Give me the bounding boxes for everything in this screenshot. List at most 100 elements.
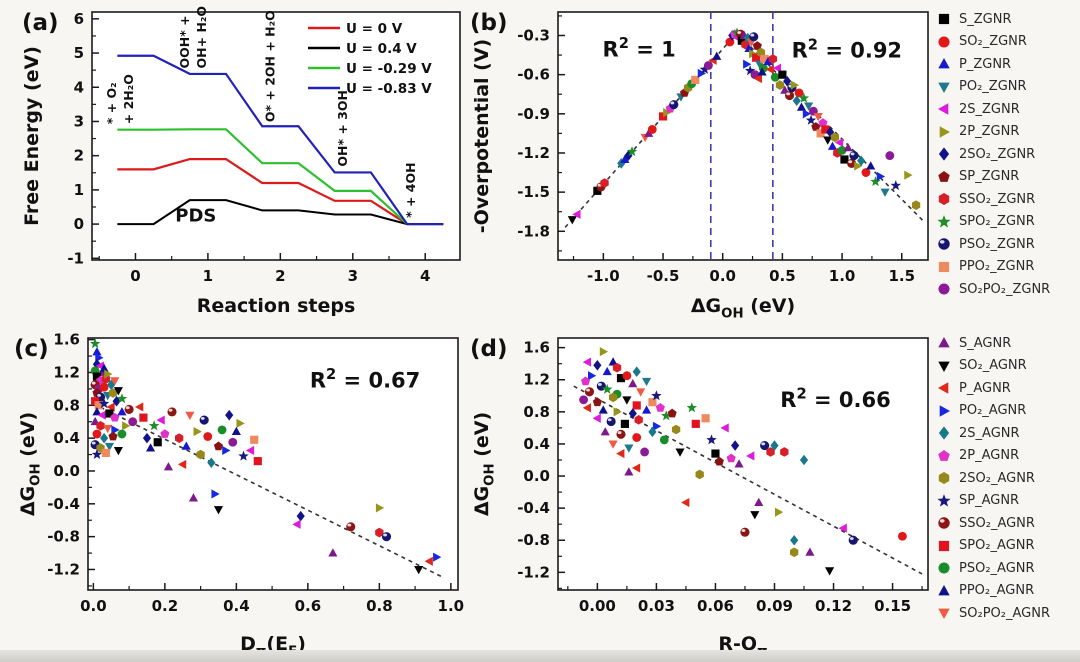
svg-text:ΔGOH (eV): ΔGOH (eV) (471, 412, 498, 516)
legend-item-po-zgnr: PO₂_ZGNR (936, 76, 1080, 99)
legend-item-label: SO₂_ZGNR (959, 34, 1027, 50)
svg-text:0.03: 0.03 (638, 597, 675, 615)
diamond-marker-icon (938, 426, 950, 440)
tri-right-marker-icon (939, 405, 950, 417)
legend-item-label: S_AGNR (959, 335, 1012, 351)
svg-text:1: 1 (74, 181, 84, 199)
svg-text:0.06: 0.06 (697, 597, 734, 615)
tri-down-marker-icon (938, 608, 950, 620)
legend-item-pso-agnr: PSO₂_AGNR (936, 557, 1080, 580)
svg-text:-1.8: -1.8 (517, 222, 550, 240)
svg-text:0.4: 0.4 (523, 435, 550, 453)
legend-item-label: PO₂_ZGNR (959, 79, 1027, 95)
bottom-edge-strip (0, 650, 1080, 662)
legend-group-zgnr: S_ZGNR SO₂_ZGNR P_ZGNR PO₂_ZGNR 2S_ZGNR 2P_ZG… (936, 8, 1080, 301)
legend-item-label: SSO₂_AGNR (959, 515, 1035, 531)
square-marker-icon (938, 261, 950, 272)
svg-text:(c): (c) (14, 336, 49, 362)
svg-text:1: 1 (203, 267, 213, 285)
star-marker-icon (937, 214, 951, 228)
hexagon-marker-icon (938, 472, 950, 485)
svg-text:0.8: 0.8 (53, 396, 80, 414)
circle-marker-icon (938, 562, 950, 574)
svg-text:2: 2 (275, 267, 285, 285)
svg-text:R2 = 0.92: R2 = 0.92 (792, 36, 902, 62)
svg-text:5: 5 (74, 44, 84, 62)
svg-text:0.5: 0.5 (769, 267, 796, 285)
svg-text:0: 0 (74, 215, 84, 233)
legend-item-ppo-zgnr: PPO₂_ZGNR (936, 256, 1080, 279)
circle-marker-icon (938, 283, 950, 295)
pentagon-marker-icon (938, 449, 950, 461)
svg-text:+ 2H₂O: + 2H₂O (121, 74, 136, 124)
panel-d-correlation-scatter: 0.00 0.03 0.06 0.09 0.12 0.15 1.6 1.2 0.8 0.4 0.0 -… (470, 336, 929, 660)
legend-item-sso-agnr: SSO₂_AGNR (936, 512, 1080, 535)
svg-text:0.0: 0.0 (53, 462, 80, 480)
svg-text:ΔGOH (eV): ΔGOH (eV) (691, 295, 795, 322)
legend-item-2p-zgnr: 2P_ZGNR (936, 121, 1080, 144)
svg-text:-1.2: -1.2 (517, 563, 550, 581)
tri-down-marker-icon (938, 361, 950, 372)
legend-item-label: P_AGNR (959, 380, 1011, 396)
series-legend-column: S_ZGNR SO₂_ZGNR P_ZGNR PO₂_ZGNR 2S_ZGNR 2P_ZG… (936, 0, 1080, 662)
panel-c-correlation-scatter: 0.0 0.2 0.4 0.6 0.8 1.0 1.6 1.2 0.8 0.4 0.0 -0.4 -0.… (14, 331, 464, 660)
svg-text:-0.9: -0.9 (517, 105, 550, 123)
svg-text:PDS: PDS (175, 205, 216, 226)
diamond-marker-icon (938, 147, 950, 161)
legend-item-label: PSO₂_ZGNR (959, 236, 1035, 252)
svg-text:-0.6: -0.6 (517, 66, 550, 84)
tri-left-marker-icon (938, 103, 949, 115)
svg-text:0.15: 0.15 (874, 597, 911, 615)
panel-b-volcano-plot: -1.0 -0.5 0.0 0.5 1.0 1.5 -0.3 -0.6 -0.9 -1.2 -1.5… (470, 10, 929, 322)
svg-text:-1.5: -1.5 (517, 183, 550, 201)
legend-item-label: 2P_AGNR (959, 448, 1020, 464)
svg-text:R2 = 0.67: R2 = 0.67 (310, 366, 420, 392)
legend-item-spo-agnr: SPO₂_AGNR (936, 535, 1080, 558)
svg-text:(b): (b) (470, 10, 508, 36)
svg-text:-1: -1 (67, 249, 84, 267)
legend-item-label: P_ZGNR (959, 56, 1012, 72)
svg-text:U = -0.29 V: U = -0.29 V (346, 61, 432, 77)
legend-item-label: SPO₂_AGNR (959, 538, 1035, 554)
legend-item-label: 2SO₂_AGNR (959, 470, 1035, 486)
legend-item-2s-agnr: 2S_AGNR (936, 422, 1080, 445)
legend-item-2p-agnr: 2P_AGNR (936, 445, 1080, 468)
legend-item-label: 2S_AGNR (959, 425, 1020, 441)
svg-text:1.5: 1.5 (888, 267, 915, 285)
legend-item-so-agnr: SO₂_AGNR (936, 355, 1080, 378)
tri-left-marker-icon (938, 382, 949, 394)
svg-text:-Overpotential (V): -Overpotential (V) (471, 39, 493, 233)
svg-text:0.4: 0.4 (53, 429, 80, 447)
svg-text:0.12: 0.12 (815, 597, 852, 615)
svg-text:OOH* +: OOH* + (177, 15, 192, 68)
legend-item-sp-zgnr: SP_ZGNR (936, 166, 1080, 189)
legend-item-label: SO₂PO₂_ZGNR (959, 281, 1051, 297)
svg-text:0.0: 0.0 (80, 597, 107, 615)
svg-text:R2 = 1: R2 = 1 (603, 35, 676, 61)
svg-text:1.6: 1.6 (53, 331, 80, 349)
svg-text:0.09: 0.09 (756, 597, 793, 615)
svg-text:-1.2: -1.2 (517, 144, 550, 162)
svg-text:O* + 2OH + H₂O: O* + 2OH + H₂O (263, 10, 278, 122)
legend-item-label: 2P_ZGNR (959, 124, 1020, 140)
legend-item-s-zgnr: S_ZGNR (936, 8, 1080, 31)
legend-item-pso-zgnr: PSO₂_ZGNR (936, 233, 1080, 256)
svg-text:Reaction steps: Reaction steps (197, 295, 356, 317)
svg-text:6: 6 (74, 10, 84, 28)
sphere-marker-icon (938, 238, 950, 250)
svg-text:0.0: 0.0 (709, 267, 736, 285)
legend-item-sp-agnr: SP_AGNR (936, 490, 1080, 513)
legend-item-ppo-agnr: PPO₂_AGNR (936, 580, 1080, 603)
svg-text:* + 4OH: * + 4OH (403, 162, 418, 218)
svg-text:-0.5: -0.5 (647, 267, 680, 285)
hexagon-marker-icon (938, 193, 950, 206)
svg-text:1.0: 1.0 (829, 267, 856, 285)
svg-text:0.2: 0.2 (152, 597, 179, 615)
legend-item-2so-agnr: 2SO₂_AGNR (936, 467, 1080, 490)
legend-item-label: S_ZGNR (959, 11, 1012, 27)
legend-item-spo-zgnr: SPO₂_ZGNR (936, 211, 1080, 234)
svg-text:3: 3 (348, 267, 358, 285)
pentagon-marker-icon (938, 170, 950, 182)
svg-text:-1.0: -1.0 (587, 267, 620, 285)
